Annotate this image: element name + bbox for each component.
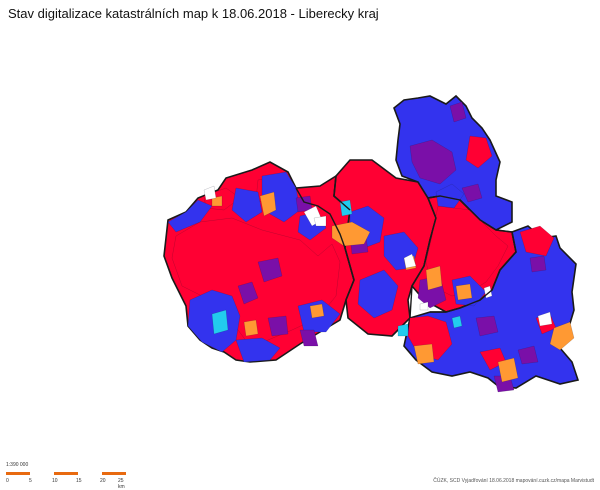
orange-cadastral-area[interactable]	[413, 343, 435, 365]
district-boundary-line	[427, 195, 513, 233]
scale-bar-segment	[102, 472, 126, 475]
blue-cadastral-area[interactable]	[435, 183, 465, 209]
red-cadastral-area[interactable]	[465, 135, 493, 169]
orange-cadastral-area[interactable]	[497, 357, 519, 383]
purple-cadastral-area[interactable]	[517, 345, 539, 365]
blue-cadastral-area[interactable]	[231, 187, 263, 223]
orange-cadastral-area[interactable]	[211, 195, 223, 207]
red-cadastral-area[interactable]	[519, 225, 555, 257]
white-cadastral-area[interactable]	[403, 253, 417, 269]
orange-cadastral-area[interactable]	[259, 191, 277, 217]
cyan-cadastral-area[interactable]	[451, 315, 463, 329]
overlay-patches	[167, 101, 575, 393]
map-credit: ČÚZK, SCD Vyjadřování 18.06.2018 mapován…	[433, 478, 594, 484]
purple-cadastral-area[interactable]	[529, 255, 547, 273]
scale-bar-segment	[6, 472, 30, 475]
district-boundary-line	[333, 175, 351, 211]
orange-cadastral-area[interactable]	[455, 283, 473, 301]
orange-cadastral-area[interactable]	[425, 265, 443, 291]
scale-tick: 10	[52, 478, 58, 484]
purple-cadastral-area[interactable]	[461, 183, 483, 203]
purple-cadastral-area[interactable]	[409, 139, 457, 185]
district-boundary-line	[295, 187, 355, 301]
purple-cadastral-area[interactable]	[299, 329, 319, 347]
cyan-cadastral-area[interactable]	[211, 309, 229, 335]
purple-cadastral-area[interactable]	[257, 257, 283, 283]
scale-bar-segment	[54, 472, 78, 475]
white-cadastral-area[interactable]	[537, 311, 553, 327]
scale-tick: 5	[29, 478, 32, 484]
white-cadastral-area[interactable]	[419, 301, 429, 311]
district-boundary-line	[430, 231, 517, 313]
white-cadastral-area[interactable]	[203, 185, 217, 201]
blue-cadastral-area[interactable]	[357, 269, 399, 319]
scale-ratio: 1:390 000	[6, 462, 29, 468]
scale-tick: 0	[6, 478, 9, 484]
orange-cadastral-area[interactable]	[243, 319, 259, 337]
purple-cadastral-area[interactable]	[267, 315, 289, 337]
purple-cadastral-area[interactable]	[449, 101, 467, 123]
orange-cadastral-area[interactable]	[549, 321, 575, 351]
orange-cadastral-area[interactable]	[309, 303, 325, 319]
scale-tick: 25 km	[118, 478, 125, 490]
map-title: Stav digitalizace katastrálních map k 18…	[8, 6, 379, 21]
district-boundary-line	[409, 197, 437, 319]
cyan-cadastral-area[interactable]	[397, 323, 409, 337]
scale-bar: 1:390 000 0 5 10 15 20 25 km	[6, 462, 131, 490]
purple-cadastral-area[interactable]	[475, 315, 499, 337]
purple-cadastral-area[interactable]	[237, 281, 259, 305]
white-cadastral-area[interactable]	[313, 215, 327, 227]
scale-tick: 20	[100, 478, 106, 484]
scale-tick: 15	[76, 478, 82, 484]
district-boundaries	[295, 175, 517, 319]
blue-cadastral-area[interactable]	[235, 337, 281, 363]
